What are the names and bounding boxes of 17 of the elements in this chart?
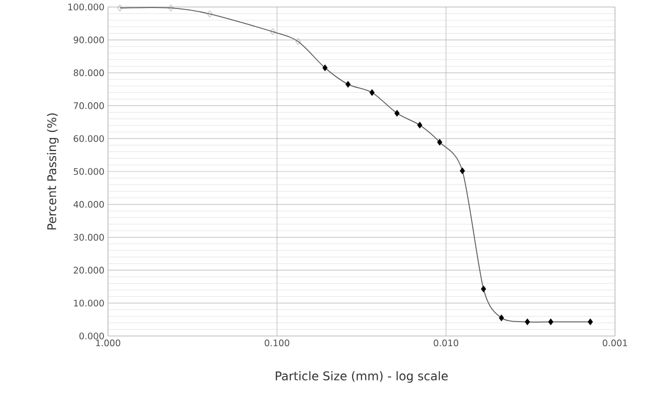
x-tick-label: 0.100 <box>264 340 290 346</box>
y-tick-label: 30.000 <box>74 234 104 241</box>
y-tick-label: 10.000 <box>74 300 104 306</box>
y-axis-title: Percent Passing (%) <box>46 113 59 230</box>
y-tick-label: 90.000 <box>74 36 104 44</box>
y-tick-label: 70.000 <box>74 102 104 110</box>
y-tick-label: 60.000 <box>74 135 104 142</box>
x-tick-label: 1.000 <box>96 340 120 346</box>
y-tick-label: 0.000 <box>79 332 104 340</box>
x-tick-label: 0.010 <box>434 340 458 346</box>
y-tick-label: 50.000 <box>74 168 104 175</box>
x-axis-title: Particle Size (mm) - log scale <box>276 371 448 383</box>
x-tick-label: 0.001 <box>602 340 628 346</box>
y-tick-label: 40.000 <box>74 201 104 208</box>
y-tick-label: 100.000 <box>68 4 104 10</box>
y-tick-label: 80.000 <box>74 69 104 76</box>
y-tick-label: 20.000 <box>74 266 104 274</box>
